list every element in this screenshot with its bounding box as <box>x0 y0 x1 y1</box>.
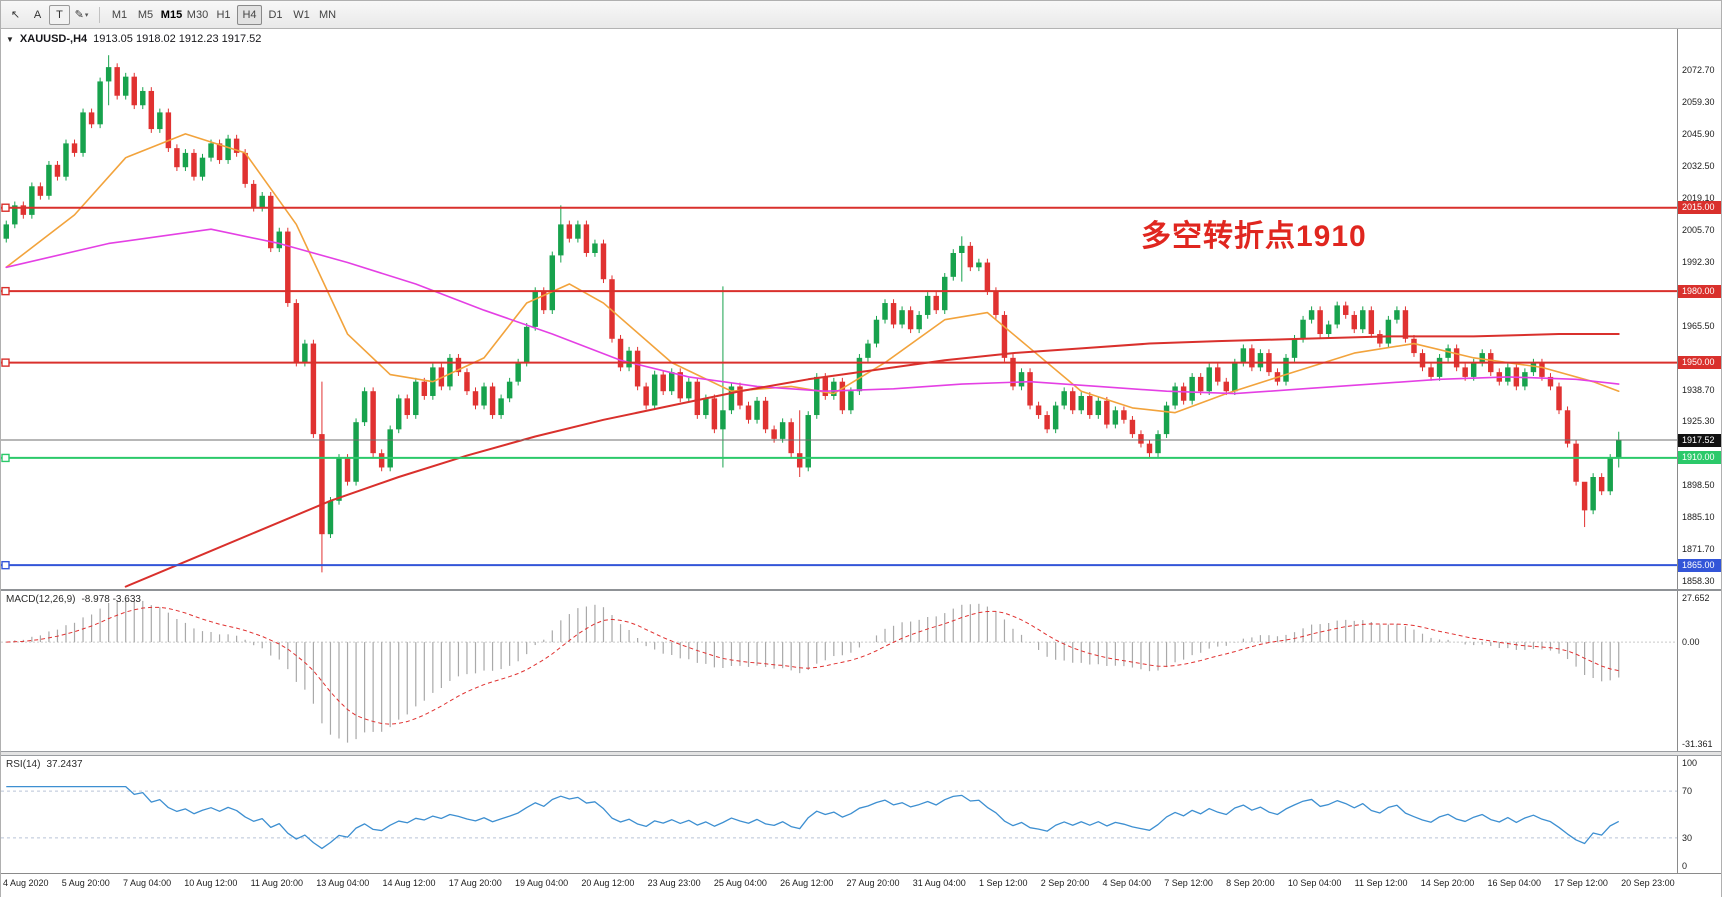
price-axis-label: 1992.30 <box>1682 256 1715 267</box>
rsi-panel: RSI(14) 37.2437 100 70 30 0 <box>1 756 1721 873</box>
time-axis-label: 14 Sep 20:00 <box>1420 878 1475 888</box>
price-axis-label: 1938.70 <box>1682 384 1715 395</box>
cursor-icon: ↖ <box>10 9 21 21</box>
panel-splitter[interactable] <box>1 589 1721 591</box>
price-level-chip: 1950.00 <box>1678 356 1721 370</box>
rsi-axis-label: 100 <box>1682 758 1698 768</box>
time-axis-label: 2 Sep 20:00 <box>1040 878 1090 888</box>
price-axis-label: 1885.10 <box>1682 512 1715 523</box>
time-axis-label: 31 Aug 04:00 <box>912 878 966 888</box>
macd-axis: 27.652 0.00 -31.361 <box>1677 591 1721 751</box>
time-axis-labels: 4 Aug 2020 5 Aug 20:00 7 Aug 04:00 10 Aug 1… <box>3 878 1675 888</box>
timeframe-m30-button[interactable]: M30 <box>186 8 209 21</box>
time-axis-label: 7 Sep 12:00 <box>1164 878 1213 888</box>
chart-stack: ▼ XAUUSD-,H4 1913.05 1918.02 1912.23 191… <box>1 29 1721 897</box>
macd-values: -8.978 -3.633 <box>81 594 141 605</box>
rsi-name: RSI(14) <box>6 759 41 770</box>
macd-axis-label: 27.652 <box>1682 593 1710 603</box>
price-level-chip: 1910.00 <box>1678 451 1721 465</box>
draw-tool-dropdown[interactable]: ✎ ▾ <box>71 5 92 25</box>
timeframe-d1-button[interactable]: D1 <box>268 8 283 21</box>
rsi-axis-label: 70 <box>1682 786 1693 797</box>
time-axis-label: 26 Aug 12:00 <box>780 878 834 888</box>
panel-splitter-thick[interactable] <box>1 751 1721 756</box>
price-axis-label: 1898.50 <box>1682 480 1715 491</box>
time-axis-label: 20 Sep 23:00 <box>1621 878 1675 888</box>
price-axis-label: 2072.70 <box>1682 65 1715 76</box>
time-axis-label: 17 Sep 12:00 <box>1554 878 1608 888</box>
price-axis-label: 1871.70 <box>1682 544 1715 555</box>
timeframe-w1-button[interactable]: W1 <box>293 8 310 21</box>
timeframe-m1-button[interactable]: M1 <box>111 8 128 21</box>
macd-name: MACD(12,26,9) <box>6 594 76 605</box>
rsi-axis-label: 0 <box>1682 861 1688 871</box>
time-axis-label: 27 Aug 20:00 <box>846 878 900 888</box>
time-axis-label: 10 Aug 12:00 <box>184 878 238 888</box>
price-axis-label: 2005.70 <box>1682 224 1715 235</box>
time-axis-label: 5 Aug 20:00 <box>61 878 110 888</box>
text-t-icon: T <box>56 8 63 21</box>
time-axis-label: 4 Sep 04:00 <box>1102 878 1152 888</box>
chart-dropdown-icon[interactable]: ▼ <box>6 34 14 44</box>
price-level-chip: 1865.00 <box>1678 558 1721 572</box>
main-chart-panel: ▼ XAUUSD-,H4 1913.05 1918.02 1912.23 191… <box>1 29 1721 589</box>
time-axis-label: 17 Aug 20:00 <box>448 878 502 888</box>
chart-title: ▼ XAUUSD-,H4 1913.05 1918.02 1912.23 191… <box>6 33 261 45</box>
toolbar-separator <box>99 6 100 23</box>
timeframe-mn-button[interactable]: MN <box>318 8 337 21</box>
price-axis-label: 1858.30 <box>1682 576 1715 587</box>
timeframe-m5-button[interactable]: M5 <box>137 8 154 21</box>
textbox-tool-button[interactable]: T <box>49 4 70 25</box>
time-axis-label: 11 Aug 20:00 <box>250 878 303 888</box>
time-axis-label: 13 Aug 04:00 <box>316 878 370 888</box>
toolbar: ↖ A T ✎ ▾ M1 M5 M15 M30 H1 H4 D1 W1 MN <box>1 1 1721 29</box>
price-level-chip: 1980.00 <box>1678 284 1721 298</box>
time-axis-label: 14 Aug 12:00 <box>382 878 436 888</box>
price-axis-label: 2019.10 <box>1682 192 1715 203</box>
rsi-label: RSI(14) 37.2437 <box>6 759 83 770</box>
chevron-down-icon: ▾ <box>84 11 89 19</box>
price-axis-label: 2059.30 <box>1682 97 1715 108</box>
price-level-chip: 2015.00 <box>1678 201 1721 215</box>
time-axis-label: 25 Aug 04:00 <box>713 878 767 888</box>
rsi-axis-label: 30 <box>1682 832 1693 843</box>
rsi-value: 37.2437 <box>46 759 83 770</box>
time-axis[interactable]: 4 Aug 2020 5 Aug 20:00 7 Aug 04:00 10 Aug 1… <box>1 873 1721 897</box>
price-axis-label: 2045.90 <box>1682 129 1715 140</box>
time-axis-label: 1 Sep 12:00 <box>979 878 1028 888</box>
timeframe-m15-button[interactable]: M15 <box>160 8 183 21</box>
text-a-icon: A <box>33 8 42 21</box>
pencil-icon: ✎ <box>74 9 84 21</box>
cursor-tool-button[interactable]: ↖ <box>5 5 26 25</box>
price-chart-canvas[interactable] <box>1 29 1677 589</box>
macd-panel: MACD(12,26,9) -8.978 -3.633 27.652 0.00 -3… <box>1 591 1721 751</box>
price-level-chip: 1917.52 <box>1678 433 1721 447</box>
rsi-axis: 100 70 30 0 <box>1677 756 1721 873</box>
time-axis-label: 7 Aug 04:00 <box>123 878 172 888</box>
ohlc-values: 1913.05 1918.02 1912.23 1917.52 <box>93 33 262 45</box>
price-axis: 2072.70 2059.30 2045.90 2032.50 2019.10 2005.… <box>1677 29 1721 589</box>
time-axis-label: 23 Aug 23:00 <box>647 878 701 888</box>
time-axis-label: 8 Sep 20:00 <box>1226 878 1275 888</box>
macd-canvas[interactable] <box>1 591 1677 751</box>
macd-label: MACD(12,26,9) -8.978 -3.633 <box>6 594 141 605</box>
timeframe-h1-button[interactable]: H1 <box>216 8 231 21</box>
chart-annotation-text[interactable]: 多空转折点1910 <box>1141 220 1367 253</box>
symbol-timeframe-label: XAUUSD-,H4 <box>19 33 88 45</box>
time-axis-label: 19 Aug 04:00 <box>515 878 569 888</box>
time-axis-label: 4 Aug 2020 <box>3 878 49 888</box>
price-axis-label: 1925.30 <box>1682 416 1715 427</box>
time-axis-label: 10 Sep 04:00 <box>1287 878 1342 888</box>
time-axis-label: 16 Sep 04:00 <box>1487 878 1542 888</box>
macd-axis-label: -31.361 <box>1682 739 1713 749</box>
text-tool-button[interactable]: A <box>27 5 48 25</box>
macd-axis-label: 0.00 <box>1682 637 1700 648</box>
rsi-canvas[interactable] <box>1 756 1677 873</box>
time-axis-label: 11 Sep 12:00 <box>1354 878 1408 888</box>
time-axis-label: 20 Aug 12:00 <box>581 878 635 888</box>
price-axis-label: 2032.50 <box>1682 161 1715 172</box>
price-axis-label: 1965.50 <box>1682 320 1715 331</box>
timeframe-h4-button[interactable]: H4 <box>237 4 262 25</box>
